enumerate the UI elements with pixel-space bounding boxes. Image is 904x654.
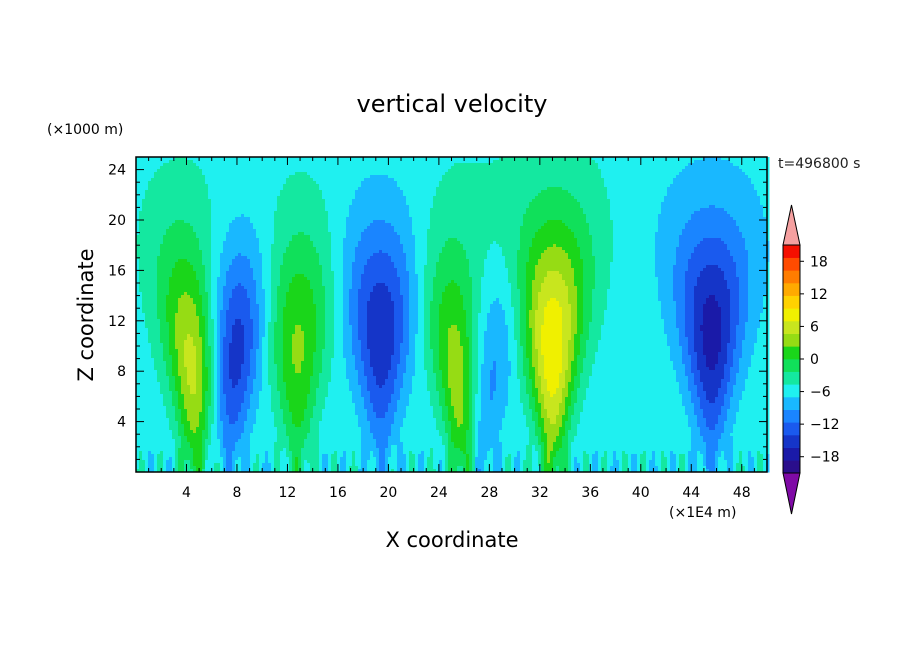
x-tick-label: 32 bbox=[531, 485, 549, 501]
colorbar-segment bbox=[783, 359, 800, 372]
chart-title: vertical velocity bbox=[357, 90, 548, 118]
colorbar-label: 0 bbox=[810, 352, 819, 368]
x-tick-label: 8 bbox=[232, 485, 241, 501]
x-tick-label: 36 bbox=[581, 485, 599, 501]
colorbar-segment bbox=[783, 308, 800, 322]
colorbar-segment bbox=[783, 346, 800, 360]
colorbar-label: −6 bbox=[810, 385, 831, 401]
colorbar-min-arrow bbox=[782, 472, 801, 515]
y-tick-label: 16 bbox=[108, 263, 126, 279]
colorbar-segment bbox=[783, 270, 800, 284]
colorbar-segment bbox=[783, 283, 800, 296]
y-tick-label: 20 bbox=[108, 213, 126, 229]
y-tick-label: 4 bbox=[117, 415, 126, 431]
x-tick-label: 16 bbox=[329, 485, 347, 501]
colorbar-segment bbox=[783, 384, 800, 398]
colorbar-label: −18 bbox=[810, 450, 840, 466]
colorbar-label: 6 bbox=[810, 319, 819, 335]
x-tick-label: 20 bbox=[379, 485, 397, 501]
y-tick-label: 8 bbox=[117, 364, 126, 380]
colorbar-segment bbox=[783, 245, 800, 258]
colorbar-segment bbox=[783, 295, 800, 309]
y-tick-label: 12 bbox=[108, 314, 126, 330]
x-tick-label: 28 bbox=[480, 485, 498, 501]
x-tick-label: 24 bbox=[430, 485, 448, 501]
colorbar-segment bbox=[783, 409, 800, 423]
x-axis-title: X coordinate bbox=[385, 528, 518, 552]
colorbar-label: 12 bbox=[810, 287, 828, 303]
colorbar-segment bbox=[783, 321, 800, 334]
colorbar-max-arrow bbox=[782, 204, 801, 246]
y-axis-title: Z coordinate bbox=[74, 248, 98, 381]
colorbar-label: −12 bbox=[810, 417, 840, 433]
colorbar-label: 18 bbox=[810, 254, 828, 270]
colorbar-segment bbox=[783, 333, 800, 347]
time-label: t=496800 s bbox=[778, 156, 860, 172]
colorbar-segment bbox=[783, 397, 800, 410]
colorbar-segment bbox=[783, 422, 800, 436]
x-tick-label: 44 bbox=[682, 485, 700, 501]
colorbar-segment bbox=[783, 460, 800, 474]
x-tick-label: 48 bbox=[733, 485, 751, 501]
x-tick-label: 4 bbox=[182, 485, 191, 501]
x-axis: 4 8 12 16 20 24 28 32 36 40 44 48 bbox=[148, 157, 755, 501]
velocity-field bbox=[136, 157, 770, 473]
x-tick-label: 12 bbox=[279, 485, 297, 501]
y-axis: 4 8 12 16 20 24 bbox=[108, 163, 767, 460]
colorbar-segment bbox=[783, 371, 800, 385]
y-tick-label: 24 bbox=[108, 163, 126, 179]
x-tick-label: 40 bbox=[632, 485, 650, 501]
x-unit-label: (×1E4 m) bbox=[669, 505, 736, 521]
colorbar-segment bbox=[783, 257, 800, 271]
colorbar-segment bbox=[783, 447, 800, 461]
colorbar-segment bbox=[783, 435, 800, 448]
y-unit-label: (×1000 m) bbox=[47, 122, 123, 138]
colorbar: 18 12 6 0 −6 −12 −18 bbox=[782, 204, 840, 515]
